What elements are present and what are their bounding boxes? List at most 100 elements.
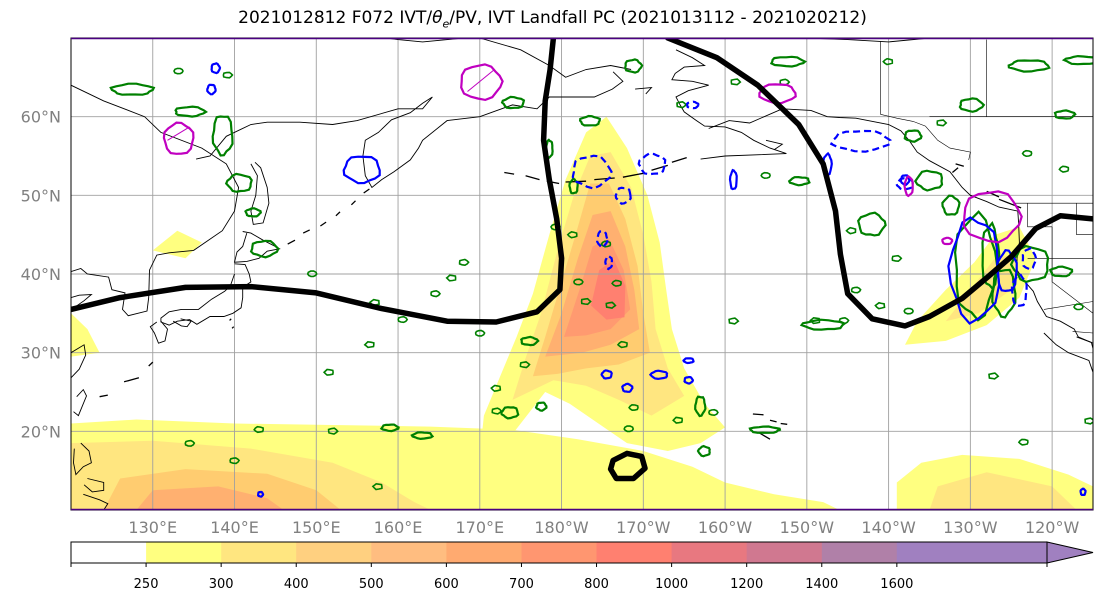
pv-contour-23 — [953, 210, 999, 322]
border-5 — [1051, 258, 1093, 314]
pv-contour-7 — [500, 95, 526, 110]
border-1 — [880, 114, 971, 160]
pv-contour-11 — [578, 114, 601, 127]
pv-small-contour-7 — [474, 329, 486, 337]
pv-contour-21 — [913, 169, 944, 192]
pv-contour-18 — [799, 318, 847, 331]
theta-contour-10 — [210, 62, 222, 75]
coastline-21 — [1076, 336, 1093, 349]
pv-contour-27 — [958, 97, 986, 113]
pv-contour-6 — [500, 406, 520, 420]
pv-small-contour-6 — [458, 258, 470, 267]
pv-small-contour-33 — [1017, 438, 1029, 446]
theta-dashed-contour-0 — [571, 154, 613, 190]
coastline-19 — [635, 87, 653, 95]
pv-contour-33 — [568, 177, 579, 195]
theta-contour-0 — [342, 155, 381, 185]
lon-label-4: 170°E — [455, 518, 504, 537]
colorbar-label-9: 1400 — [805, 577, 838, 592]
pv-contour-20 — [903, 129, 923, 143]
colorbar-segment-8 — [671, 542, 748, 563]
pv-small-contour-19 — [672, 416, 684, 424]
lon-label-2: 150°E — [292, 518, 341, 537]
contour-overlays — [109, 54, 1093, 498]
pv-contour-14 — [696, 444, 711, 458]
pv-small-contour-22 — [809, 316, 821, 325]
title-suffix: /PV, IVT Landfall PC (2021013112 - 20210… — [449, 8, 867, 28]
island-12 — [302, 229, 310, 234]
pv-contour-8 — [519, 335, 540, 347]
pv-contour-0 — [109, 82, 156, 96]
lon-label-7: 160°W — [698, 518, 753, 537]
landfall-contour-0 — [162, 121, 195, 155]
pv-small-contour-46 — [730, 78, 742, 86]
pv-small-contour-40 — [184, 439, 196, 447]
longitude-labels: 130°E 140°E 150°E 160°E 170°E 180°W 170°W 160°W… — [128, 518, 1079, 537]
map-title: 2021012812 F072 IVT/θe/PV, IVT Landfall … — [0, 8, 1105, 30]
pv-small-contour-42 — [368, 298, 380, 307]
lon-label-6: 170°W — [616, 518, 671, 537]
lat-label-4: 20°N — [21, 422, 61, 441]
theta-contour-5 — [728, 168, 738, 191]
colorbar-label-10: 1600 — [880, 577, 913, 592]
landfall-contour-3 — [903, 174, 914, 198]
pv-small-contour-25 — [874, 301, 886, 310]
island-22 — [759, 432, 771, 440]
pv-small-contour-2 — [363, 340, 375, 349]
pv-small-contour-30 — [1021, 149, 1033, 158]
landfall-hatch-0 — [467, 69, 495, 92]
colorbar-segment-3 — [296, 542, 372, 563]
coastline-10 — [172, 318, 192, 328]
pv-contour-28 — [1007, 59, 1051, 73]
ivt-contour-250-14 — [71, 313, 100, 357]
coastline-20 — [1043, 332, 1093, 373]
island-0 — [504, 171, 515, 175]
pv-contour-12 — [624, 58, 644, 74]
coastline-16 — [671, 49, 787, 160]
coastline-13 — [83, 478, 105, 493]
ivt-contour-250-15 — [152, 230, 202, 259]
lon-label-10: 130°W — [943, 518, 998, 537]
ivt-contour-300-11 — [929, 472, 1077, 510]
pv-small-contour-35 — [1084, 417, 1093, 425]
ivt-contour-500-9 — [136, 486, 284, 510]
border-9 — [1076, 203, 1093, 235]
pv-contour-13 — [694, 395, 707, 418]
pv-contour-34 — [981, 220, 1001, 291]
island-17 — [231, 326, 235, 329]
landfall-contour-1 — [460, 63, 504, 102]
theta-dashed-contour-6 — [1010, 273, 1028, 307]
theta-contour-14 — [256, 490, 265, 498]
coastline-6 — [250, 161, 270, 225]
theta-contour-12 — [648, 369, 669, 381]
theta-contour-3 — [683, 375, 695, 385]
height-contour-ridge — [665, 38, 1093, 329]
coastline-14 — [83, 493, 109, 510]
pv-contour-15 — [748, 425, 782, 434]
coastline-0 — [71, 84, 240, 317]
height-contour-closed-low — [607, 450, 648, 482]
colorbar-label-2: 400 — [284, 577, 309, 592]
ivt-shading — [71, 116, 1093, 510]
island-16 — [148, 361, 154, 367]
island-11 — [320, 221, 327, 227]
theta-dashed-contour-8 — [596, 230, 609, 249]
pv-contour-3 — [224, 172, 253, 193]
pv-small-contour-28 — [882, 57, 894, 66]
pv-small-contour-48 — [253, 425, 265, 434]
pv-small-contour-12 — [580, 297, 592, 306]
lon-label-11: 120°W — [1025, 518, 1080, 537]
pv-contour-5 — [249, 239, 280, 259]
coastline-9 — [149, 320, 168, 344]
geopotential-height-contour — [71, 38, 1093, 482]
theta-dashed-contour-1 — [614, 186, 632, 205]
pv-contour-29 — [1061, 54, 1093, 66]
island-9 — [350, 200, 356, 206]
theta-dashed-contour-2 — [637, 152, 667, 176]
colorbar-segment-12 — [971, 542, 1048, 563]
lon-label-5: 180°W — [534, 518, 589, 537]
colorbar-label-8: 1200 — [730, 577, 763, 592]
island-4 — [594, 177, 615, 181]
theta-dashed-contour-7 — [1021, 247, 1038, 271]
